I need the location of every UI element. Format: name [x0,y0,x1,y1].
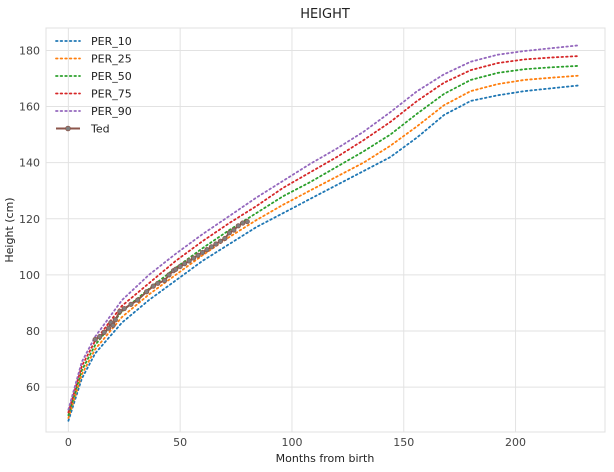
x-tick-label: 100 [281,436,302,449]
legend-label: Ted [90,123,110,136]
series-line-per-25 [67,74,580,419]
data-point [97,334,103,340]
data-point [161,277,168,284]
data-point [144,289,150,295]
data-point [101,329,107,336]
data-point [166,272,172,278]
data-point [182,261,188,267]
data-point [112,317,118,323]
grid-lines [46,28,605,432]
data-point [135,297,141,303]
data-point [235,223,241,229]
data-point [195,252,201,258]
y-tick-labels: 60 80 100 120 140 160 180 [19,44,40,394]
y-axis-title: Height (cm) [3,197,16,262]
plot-area [45,27,606,433]
legend-label: PER_90 [91,105,132,118]
x-tick-label: 50 [173,436,187,449]
legend-item: Ted [56,123,110,136]
data-point [117,308,123,314]
data-point [110,322,116,328]
data-point [177,263,183,270]
data-point [121,305,127,312]
data-point [190,255,197,261]
data-point [150,283,156,289]
x-tick-label: 150 [393,436,414,449]
y-tick-label: 160 [19,101,40,114]
data-point [217,238,224,244]
series-line-per-75 [67,55,580,414]
data-point [222,235,228,242]
data-point [106,325,112,331]
legend-label: PER_75 [91,88,132,101]
legend: PER_10 PER_25 PER_50 PER_75 PER_90 Ted [55,35,132,136]
data-point [226,230,232,236]
legend-item: PER_90 [55,105,132,118]
series-lines [67,44,580,422]
x-axis-title: Months from birth [276,452,375,465]
y-tick-label: 80 [26,325,40,338]
legend-marker [65,125,71,132]
data-point [92,336,98,343]
series-line-per-10 [67,84,580,422]
data-point [199,249,206,256]
y-tick-label: 180 [19,44,40,57]
data-point [204,247,210,253]
x-tick-label: 0 [65,436,72,449]
legend-label: PER_50 [91,70,132,83]
legend-item: PER_75 [55,88,132,101]
y-tick-label: 60 [26,381,40,394]
data-point [186,258,192,264]
x-tick-labels: 0 50 100 150 200 [65,436,526,449]
chart-title: HEIGHT [300,7,350,22]
legend-label: PER_10 [91,35,132,48]
data-point [231,227,237,233]
legend-item: PER_50 [55,70,132,83]
data-point [155,280,161,286]
x-tick-label: 200 [505,436,526,449]
data-point [244,218,250,225]
y-tick-label: 120 [19,213,40,226]
legend-item: PER_25 [55,53,132,66]
legend-label: PER_25 [91,53,132,66]
series-line-per-90 [67,44,580,411]
data-point [173,266,179,272]
data-point [208,244,215,250]
data-point [128,301,134,307]
data-point [240,220,246,226]
y-tick-label: 100 [19,269,40,282]
y-tick-label: 140 [19,157,40,170]
legend-item: PER_10 [55,35,132,48]
data-point [213,241,219,247]
